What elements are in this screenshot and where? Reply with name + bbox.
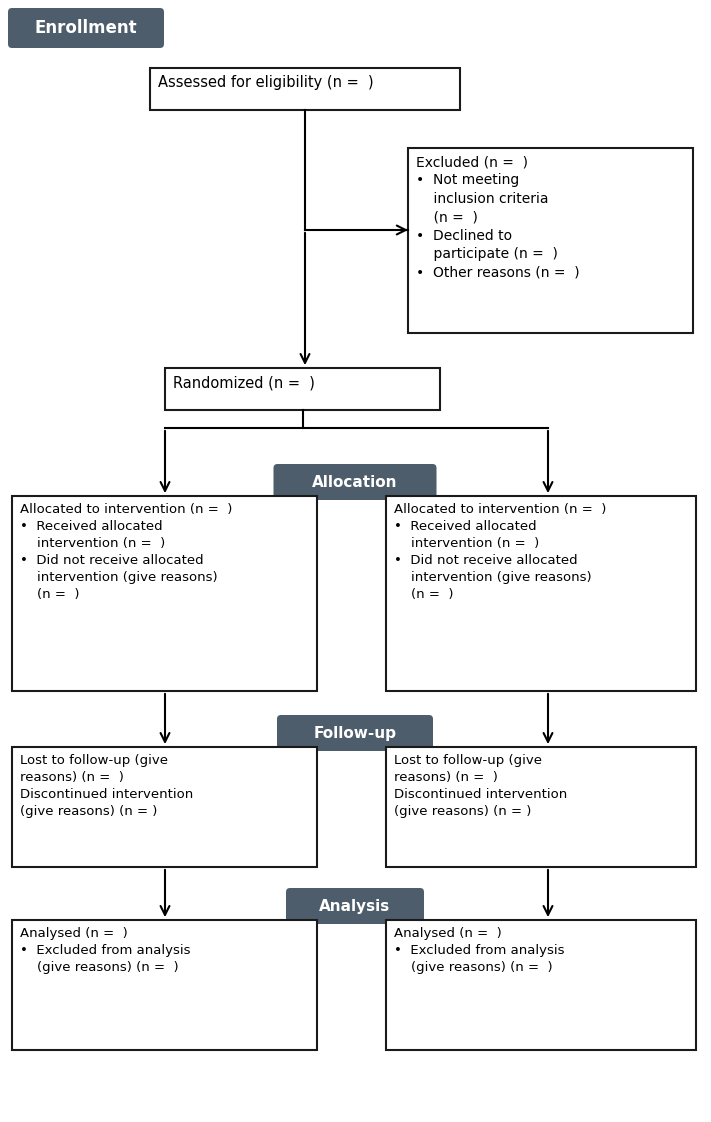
Bar <box>150 68 460 110</box>
Text: Analysed (n =  )
•  Excluded from analysis
    (give reasons) (n =  ): Analysed (n = ) • Excluded from analysis… <box>394 927 565 974</box>
Bar <box>408 148 693 333</box>
Bar <box>386 747 696 867</box>
Text: Lost to follow-up (give
reasons) (n =  )
Discontinued intervention
(give reasons: Lost to follow-up (give reasons) (n = ) … <box>394 754 567 818</box>
Text: Enrollment: Enrollment <box>35 19 137 37</box>
Text: Allocated to intervention (n =  )
•  Received allocated
    intervention (n =  ): Allocated to intervention (n = ) • Recei… <box>20 503 232 601</box>
Bar <box>165 368 440 410</box>
Text: Allocation: Allocation <box>312 475 397 489</box>
Text: Lost to follow-up (give
reasons) (n =  )
Discontinued intervention
(give reasons: Lost to follow-up (give reasons) (n = ) … <box>20 754 193 818</box>
Text: Analysed (n =  )
•  Excluded from analysis
    (give reasons) (n =  ): Analysed (n = ) • Excluded from analysis… <box>20 927 191 974</box>
Text: Excluded (n =  )
•  Not meeting
    inclusion criteria
    (n =  )
•  Declined t: Excluded (n = ) • Not meeting inclusion … <box>416 155 579 279</box>
Text: Randomized (n =  ): Randomized (n = ) <box>173 375 315 390</box>
FancyBboxPatch shape <box>274 465 437 500</box>
Text: Follow-up: Follow-up <box>314 726 397 741</box>
Text: Allocated to intervention (n =  )
•  Received allocated
    intervention (n =  ): Allocated to intervention (n = ) • Recei… <box>394 503 606 601</box>
Text: Analysis: Analysis <box>319 899 390 913</box>
Bar <box>12 920 317 1050</box>
Text: Assessed for eligibility (n =  ): Assessed for eligibility (n = ) <box>158 75 373 90</box>
FancyBboxPatch shape <box>8 8 164 48</box>
FancyBboxPatch shape <box>277 715 433 751</box>
Bar <box>12 747 317 867</box>
Bar <box>386 920 696 1050</box>
Bar <box>386 496 696 691</box>
FancyBboxPatch shape <box>286 888 424 925</box>
Bar <box>12 496 317 691</box>
